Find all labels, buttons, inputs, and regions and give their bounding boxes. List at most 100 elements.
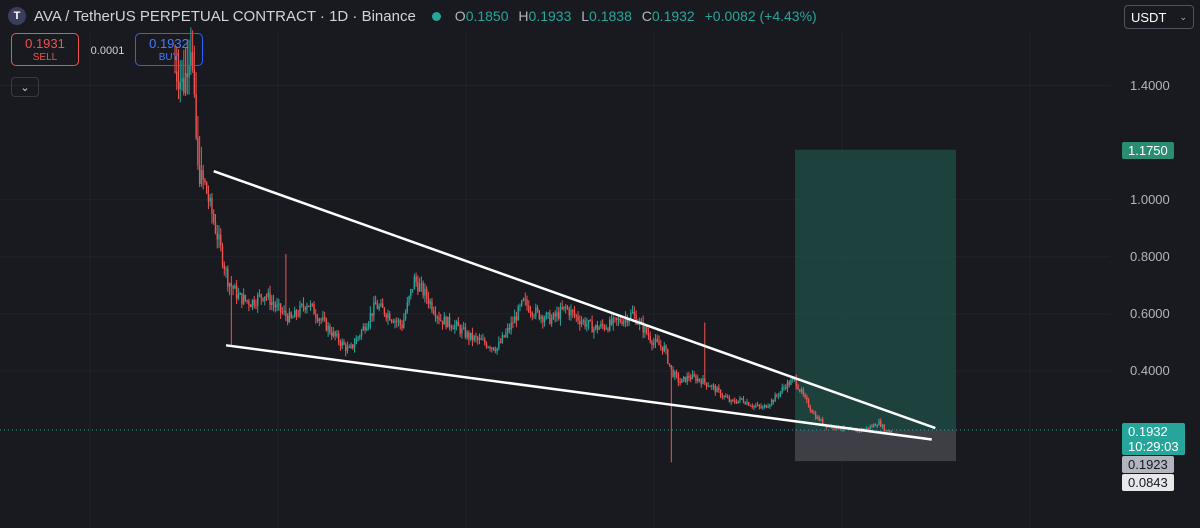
- candle-body: [387, 313, 389, 319]
- candle-body: [336, 333, 338, 336]
- candle-body: [821, 419, 824, 424]
- candle-body: [378, 306, 380, 309]
- candle-body: [455, 321, 458, 325]
- candle-body: [609, 319, 611, 331]
- candle-body: [519, 305, 521, 307]
- candle-body: [698, 378, 701, 381]
- candle-body: [285, 310, 287, 316]
- candle-body: [265, 296, 268, 298]
- candle-body: [228, 283, 231, 287]
- candle-body: [301, 304, 303, 306]
- candle-body: [503, 335, 505, 337]
- candle-body: [621, 322, 623, 325]
- symbol-title[interactable]: AVA / TetherUS PERPETUAL CONTRACT · 1D ·…: [34, 7, 416, 25]
- candle-body: [568, 308, 570, 316]
- candle-body: [741, 398, 743, 400]
- candle-body: [248, 300, 250, 306]
- candle-body: [257, 295, 259, 306]
- candle-body: [202, 170, 204, 180]
- candle-body: [804, 394, 806, 397]
- candle-body: [550, 318, 553, 324]
- candle-body: [260, 294, 262, 298]
- collapse-chevron-icon[interactable]: ⌄: [11, 77, 39, 97]
- spread-value: 0.0001: [90, 45, 125, 57]
- candle-body: [334, 331, 336, 336]
- candle-body: [723, 395, 725, 397]
- candle-body: [374, 302, 377, 305]
- candle-body: [348, 346, 350, 348]
- candle-body: [364, 326, 366, 331]
- candle-body: [647, 333, 650, 337]
- candle-body: [411, 289, 414, 291]
- candle-body: [184, 73, 187, 93]
- candle-body: [216, 232, 218, 240]
- candle-body: [839, 429, 841, 431]
- sell-label: SELL: [32, 52, 58, 63]
- candle-body: [557, 312, 560, 319]
- price-tick: 0.4000: [1130, 363, 1170, 378]
- candle-body: [628, 318, 630, 323]
- candle-body: [656, 339, 658, 342]
- candle-body: [420, 283, 423, 285]
- candle-body: [450, 326, 453, 329]
- candle-body: [751, 406, 753, 408]
- candle-body: [816, 416, 819, 419]
- candle-body: [598, 327, 600, 330]
- candle-body: [190, 52, 192, 65]
- candle-body: [346, 346, 349, 351]
- candle-body: [427, 297, 430, 304]
- candle-body: [885, 430, 887, 432]
- currency-selector[interactable]: USDT ⌄: [1124, 5, 1194, 29]
- candle-body: [790, 379, 792, 385]
- candle-body: [225, 268, 227, 270]
- candle-body: [360, 330, 363, 336]
- candle-body: [371, 313, 373, 316]
- upper-trendline[interactable]: [213, 169, 936, 430]
- sell-button[interactable]: 0.1931 SELL: [11, 33, 79, 66]
- stop-zone[interactable]: [795, 430, 956, 462]
- candle-body: [452, 328, 454, 330]
- candle-body: [721, 396, 724, 398]
- buy-button[interactable]: 0.1932 BUY: [135, 33, 203, 66]
- candle-body: [197, 137, 199, 166]
- lower-trendline[interactable]: [225, 344, 932, 441]
- candle-body: [193, 69, 196, 95]
- candle-body: [777, 395, 780, 397]
- candle-body: [512, 322, 514, 324]
- candle-body: [362, 326, 365, 331]
- candle-body: [809, 406, 812, 411]
- candle-body: [813, 412, 815, 414]
- candle-body: [661, 346, 664, 352]
- candle-body: [179, 82, 181, 89]
- buy-label: BUY: [158, 52, 180, 63]
- candle-body: [772, 400, 775, 402]
- candle-body: [874, 424, 877, 426]
- candle-body: [209, 197, 211, 202]
- candle-body: [786, 382, 789, 389]
- candle-body: [445, 316, 447, 328]
- candle-body: [440, 319, 442, 321]
- candle-body: [422, 283, 424, 296]
- candle-body: [748, 402, 750, 406]
- current-price-value: 0.1932: [1128, 424, 1168, 439]
- currency-label: USDT: [1131, 9, 1167, 25]
- candle-body: [538, 310, 541, 320]
- candle-body: [802, 389, 805, 395]
- candle-body: [381, 303, 384, 309]
- candle-body: [663, 345, 665, 352]
- candle-body: [485, 343, 488, 348]
- candle-body: [755, 405, 757, 407]
- candle-body: [489, 347, 491, 349]
- candle-body: [278, 303, 280, 305]
- candle-body: [529, 311, 532, 313]
- candle-body: [543, 318, 546, 322]
- candle-body: [714, 386, 717, 393]
- candle-body: [517, 306, 519, 321]
- candle-body: [642, 321, 644, 333]
- target-zone[interactable]: [795, 149, 956, 431]
- candle-body: [681, 378, 683, 383]
- candle-body: [186, 73, 189, 78]
- candle-body: [626, 317, 629, 323]
- candle-body: [705, 382, 708, 387]
